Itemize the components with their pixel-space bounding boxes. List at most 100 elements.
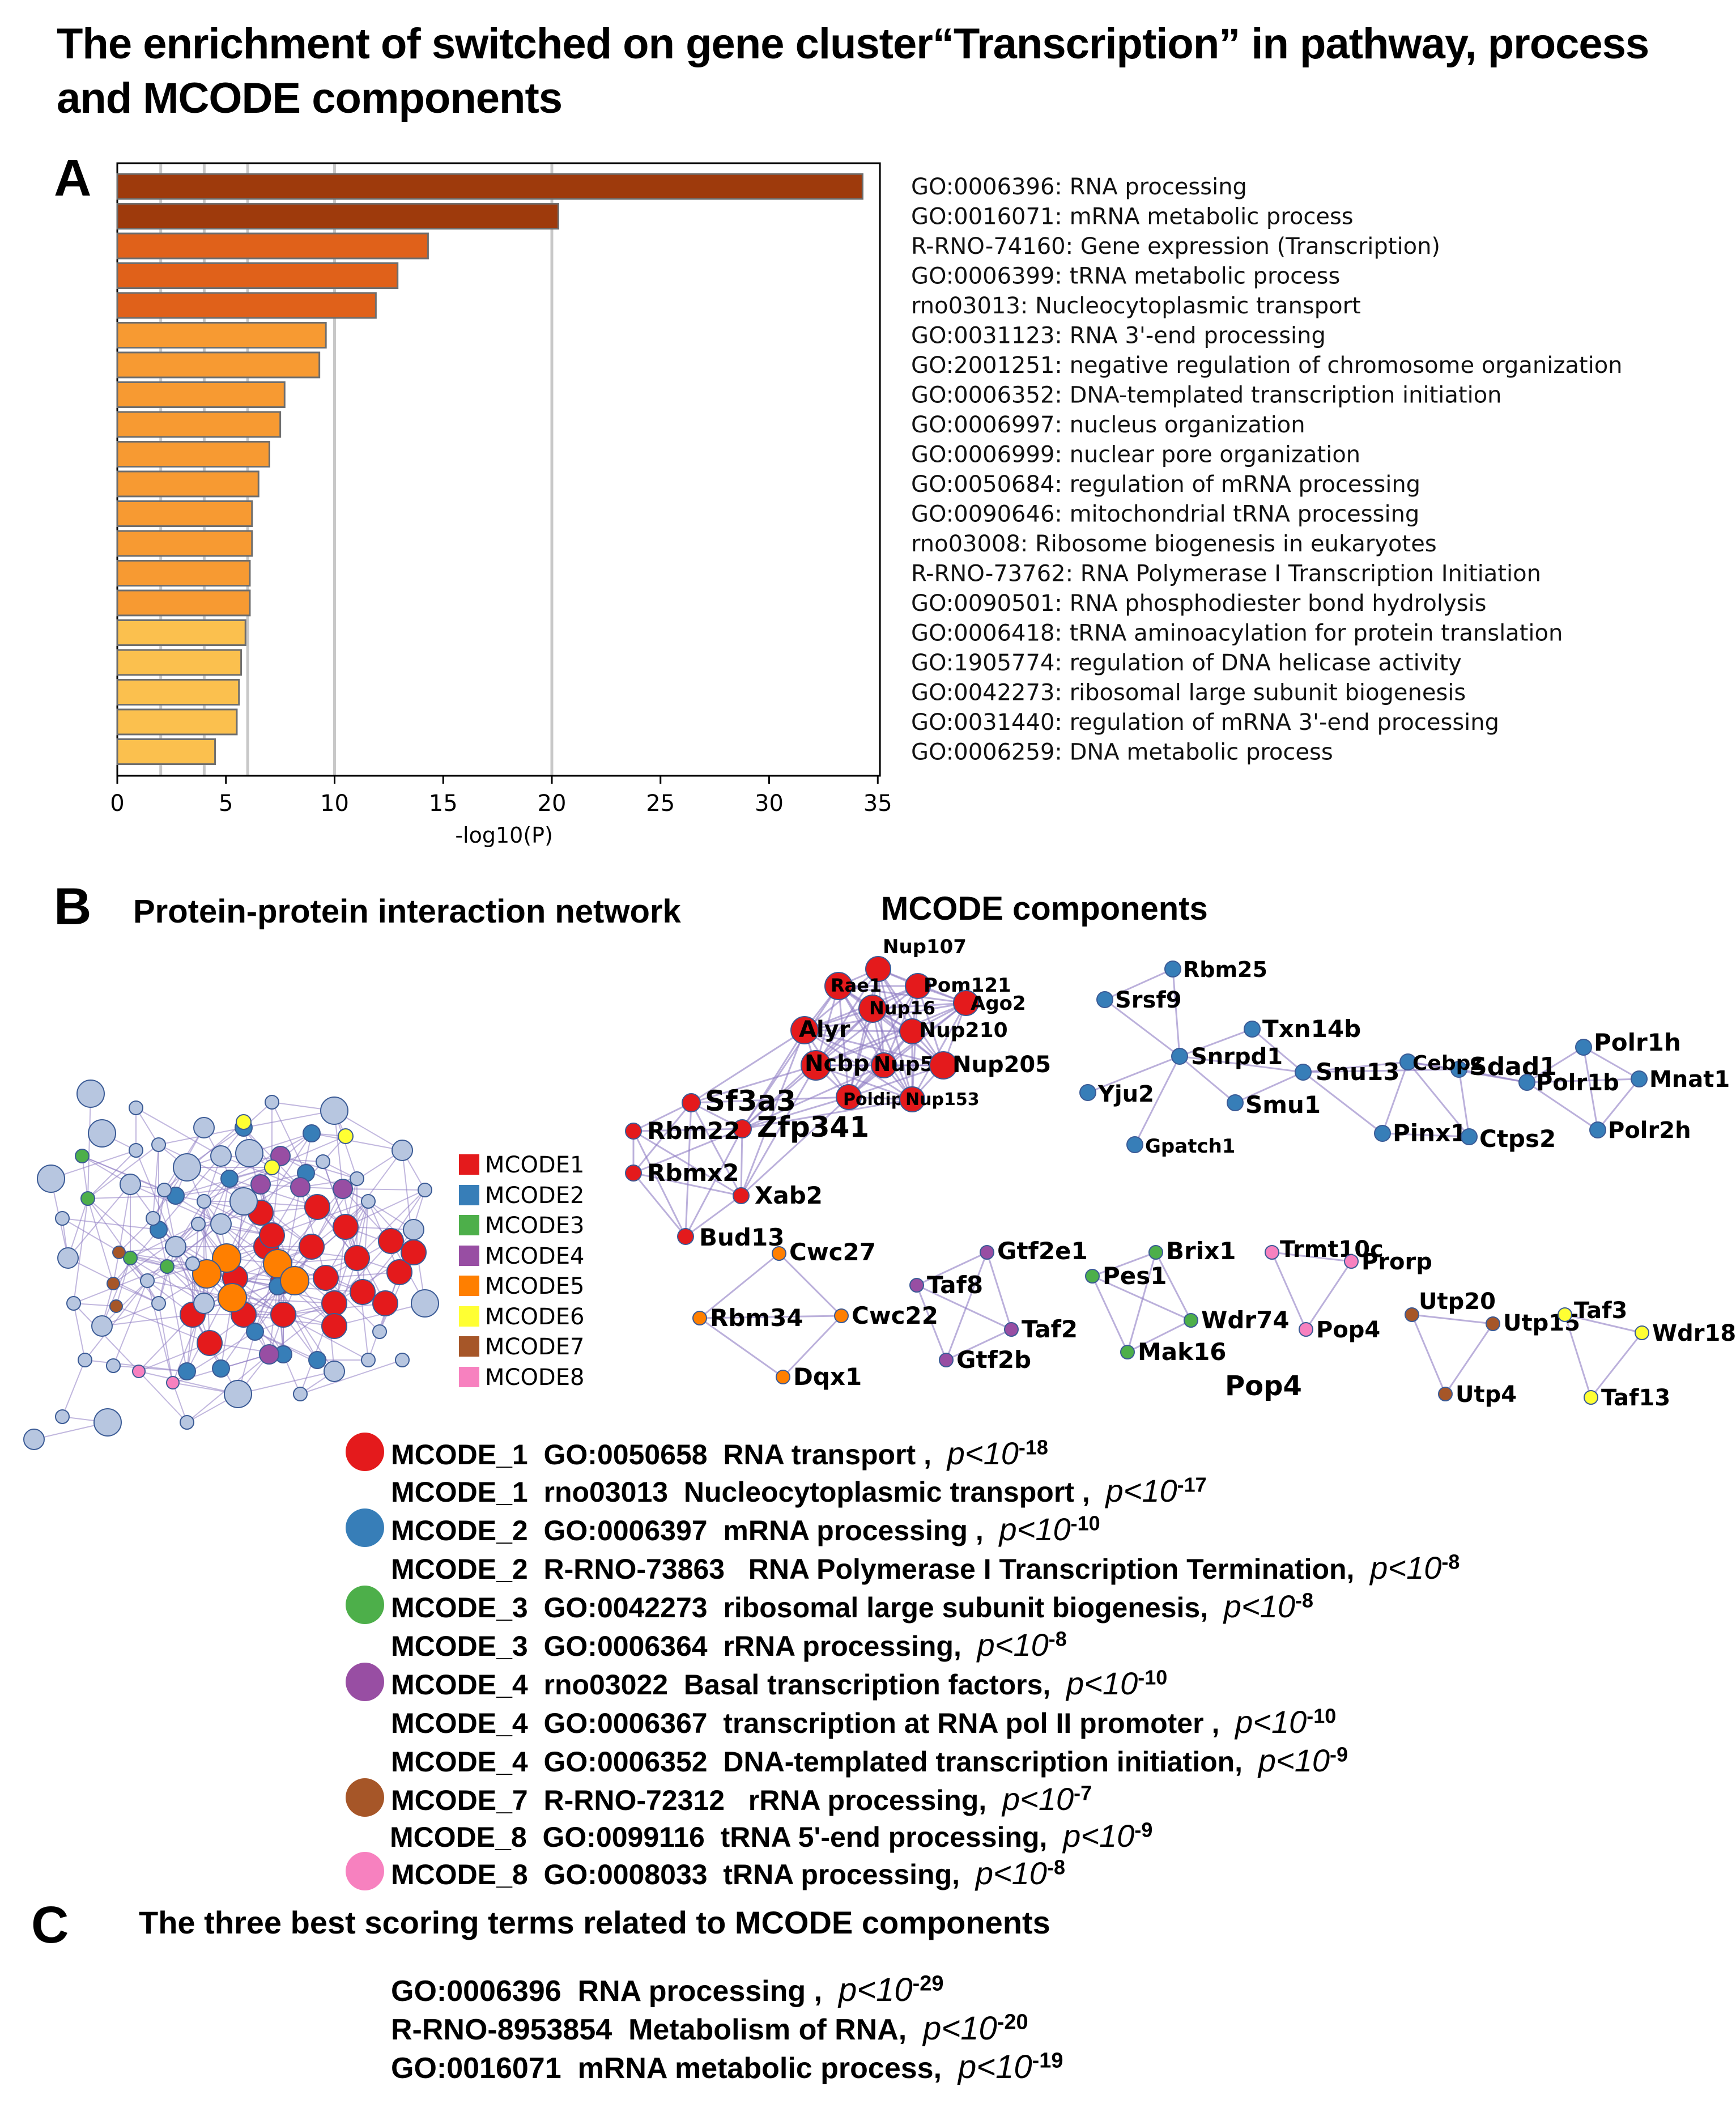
legend-mcode3: MCODE3 [459,1213,584,1239]
legend-label: MCODE2 [485,1182,585,1209]
mcode2-node-rbm25 [1164,961,1181,978]
network-node [23,1429,45,1450]
mcode5-node-rbm34 [692,1311,707,1325]
network-node [146,1211,160,1226]
bar-19 [116,708,238,736]
bar-label-6: GO:0031123: RNA 3'-end processing [911,323,1326,349]
mcode6-label-wdr18: Wdr18 [1652,1320,1736,1346]
panel-a-label: A [54,149,92,207]
mcode2-node-pinx1 [1374,1125,1391,1142]
mcode1-label-alyr: Alyr [799,1017,850,1043]
network-node [344,1245,370,1271]
legend-label: MCODE7 [485,1334,585,1360]
bar-10 [116,441,270,468]
result-exp: -8 [1048,1627,1067,1651]
network-node [350,1171,364,1186]
result-term: MCODE_4 GO:0006367 transcription at RNA … [391,1707,1236,1739]
mcode2-label-polr2h: Polr2h [1608,1117,1691,1144]
x-axis-label: -log10(P) [455,823,553,848]
mcode8-label-prorp: Prorp [1361,1249,1432,1275]
mcode5-node-cwc22 [834,1308,849,1323]
legend-mcode8: MCODE8 [459,1365,584,1391]
network-node [290,1177,310,1197]
result-p: p<10 [1063,1818,1135,1854]
network-node [218,1283,247,1312]
network-node [372,1290,398,1316]
network-node [418,1183,432,1197]
panel-b-label: B [54,878,92,936]
network-node [236,1114,252,1130]
result-dot [346,1586,384,1624]
mcode8-node-pop4 [1299,1322,1313,1337]
mcode3-label-brix1: Brix1 [1166,1237,1236,1265]
network-node [212,1243,241,1273]
best-term-p: p<10 [838,1971,913,2008]
bar-11 [116,470,259,498]
network-node [129,1143,143,1158]
network-node [185,1256,200,1271]
result-term: MCODE_4 rno03022 Basal transcription fac… [391,1669,1067,1701]
result-line: MCODE_8 GO:0008033 tRNA processing, p<10… [391,1855,1065,1892]
mcode1-node-poldip3 [836,1084,862,1110]
result-line: MCODE_8 GO:0099116 tRNA 5'-end processin… [390,1817,1152,1854]
network-node [235,1139,263,1167]
network-node [321,1313,347,1339]
result-p: p<10 [1258,1743,1330,1778]
mcode8-node-trmt10c [1265,1245,1279,1260]
mcode1-node-sf3a3 [682,1093,701,1112]
mcode2-node-mnat1 [1631,1070,1648,1087]
result-dot [346,1778,384,1817]
network-node [120,1174,141,1195]
mcode4-node-gtf2b [939,1353,954,1367]
bar-label-15: GO:0090501: RNA phosphodiester bond hydr… [911,590,1486,617]
mcode7-node-utp4 [1438,1387,1453,1401]
network-node [88,1119,116,1148]
network-node [193,1293,215,1314]
mcode3-caption: Pop4 [1225,1370,1302,1402]
network-node [372,1324,387,1339]
network-node [55,1409,70,1424]
x-tick-label-30: 30 [755,791,784,817]
result-exp: -8 [1441,1550,1460,1574]
network-node [395,1353,410,1367]
mcode2-label-snrpd1: Snrpd1 [1191,1044,1283,1070]
result-p: p<10 [1105,1473,1177,1508]
bar-label-5: rno03013: Nucleocytoplasmic transport [911,293,1361,319]
mcode6-node-taf13 [1584,1390,1598,1405]
result-line: MCODE_3 GO:0006364 rRNA processing, p<10… [391,1626,1067,1663]
bar-16 [116,619,246,646]
result-line: MCODE_3 GO:0042273 ribosomal large subun… [391,1588,1313,1625]
network-node [220,1170,239,1188]
network-node [78,1353,92,1367]
network-node [280,1266,309,1295]
network-node [140,1273,155,1288]
mcode2-node-sdad1 [1450,1061,1467,1078]
mcode2-label-sdad1: Sdad1 [1469,1052,1557,1081]
network-node [66,1296,81,1311]
mcode1-label-nup5: Nup5 [874,1053,934,1076]
mcode1-label-rbm22: Rbm22 [647,1117,741,1145]
mcode7-label-utp20: Utp20 [1419,1289,1496,1315]
mcode7-node-utp15 [1486,1316,1500,1331]
network-node [224,1380,252,1408]
legend-label: MCODE1 [485,1152,585,1178]
mcode2-label-cebpz: Cebpz [1412,1052,1482,1075]
mcode2-label-smu1: Smu1 [1245,1091,1321,1119]
mcode1-node-nup5 [871,1052,897,1078]
mcode4-label-gtf2e1: Gtf2e1 [997,1237,1088,1265]
result-p: p<10 [1223,1588,1296,1624]
network-node [157,1183,172,1197]
result-term: MCODE_7 R-RNO-72312 rRNA processing, [391,1784,1002,1816]
mcode5-node-dqx1 [776,1370,790,1384]
network-node [321,1290,347,1316]
bar-4 [116,262,399,289]
x-tick-label-0: 0 [110,791,124,817]
result-dot [346,1508,384,1547]
network-node [191,1217,206,1231]
mcode5-label-cwc22: Cwc22 [852,1302,938,1329]
mcode1-node-pom121 [905,973,931,999]
network-node [392,1140,413,1161]
bar-18 [116,679,240,706]
panel-c-title: The three best scoring terms related to … [139,1905,1050,1940]
legend-swatch [459,1276,479,1296]
